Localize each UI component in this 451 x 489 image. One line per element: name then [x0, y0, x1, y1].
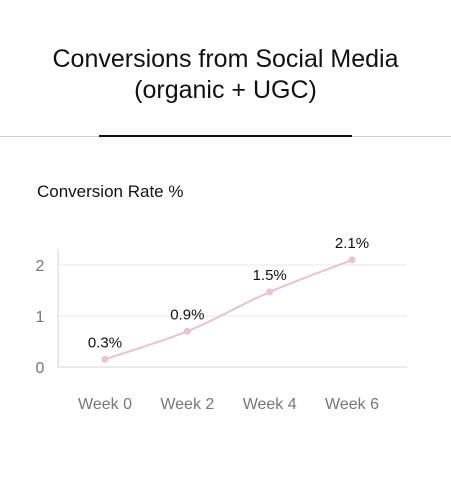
data-point-week-4	[266, 288, 274, 296]
data-point-week-0	[101, 355, 109, 363]
series-layer	[104, 258, 353, 361]
data-label: 2.1%	[335, 235, 369, 252]
axes	[57, 249, 407, 368]
data-label: 0.3%	[88, 334, 122, 351]
x-tick-label: Week 6	[325, 396, 379, 413]
page-title-line-2: (organic + UGC)	[134, 76, 317, 104]
x-tick-label: Week 2	[160, 396, 214, 413]
title-underline	[99, 135, 352, 137]
y-tick-label: 1	[36, 309, 45, 326]
x-axis-ticks: Week 0 Week 2 Week 4 Week 6	[78, 396, 379, 413]
data-label: 1.5%	[253, 267, 287, 284]
data-point-week-6	[348, 256, 356, 264]
y-tick-label: 0	[36, 360, 45, 377]
page-title: Conversions from Social Media (organic +…	[0, 44, 451, 106]
y-tick-label: 2	[36, 258, 45, 275]
series-line	[104, 258, 353, 361]
data-point-week-2	[183, 327, 191, 335]
data-labels: 0.3% 0.9% 1.5% 2.1%	[88, 235, 369, 351]
x-tick-label: Week 0	[78, 396, 132, 413]
x-tick-label: Week 4	[243, 396, 297, 413]
data-points	[101, 256, 356, 363]
chart-title: Conversion Rate %	[37, 182, 184, 201]
y-axis-ticks: 0 1 2	[36, 258, 45, 377]
data-label: 0.9%	[170, 306, 204, 323]
page-title-line-1: Conversions from Social Media	[52, 45, 399, 73]
grid-lines	[58, 264, 407, 317]
